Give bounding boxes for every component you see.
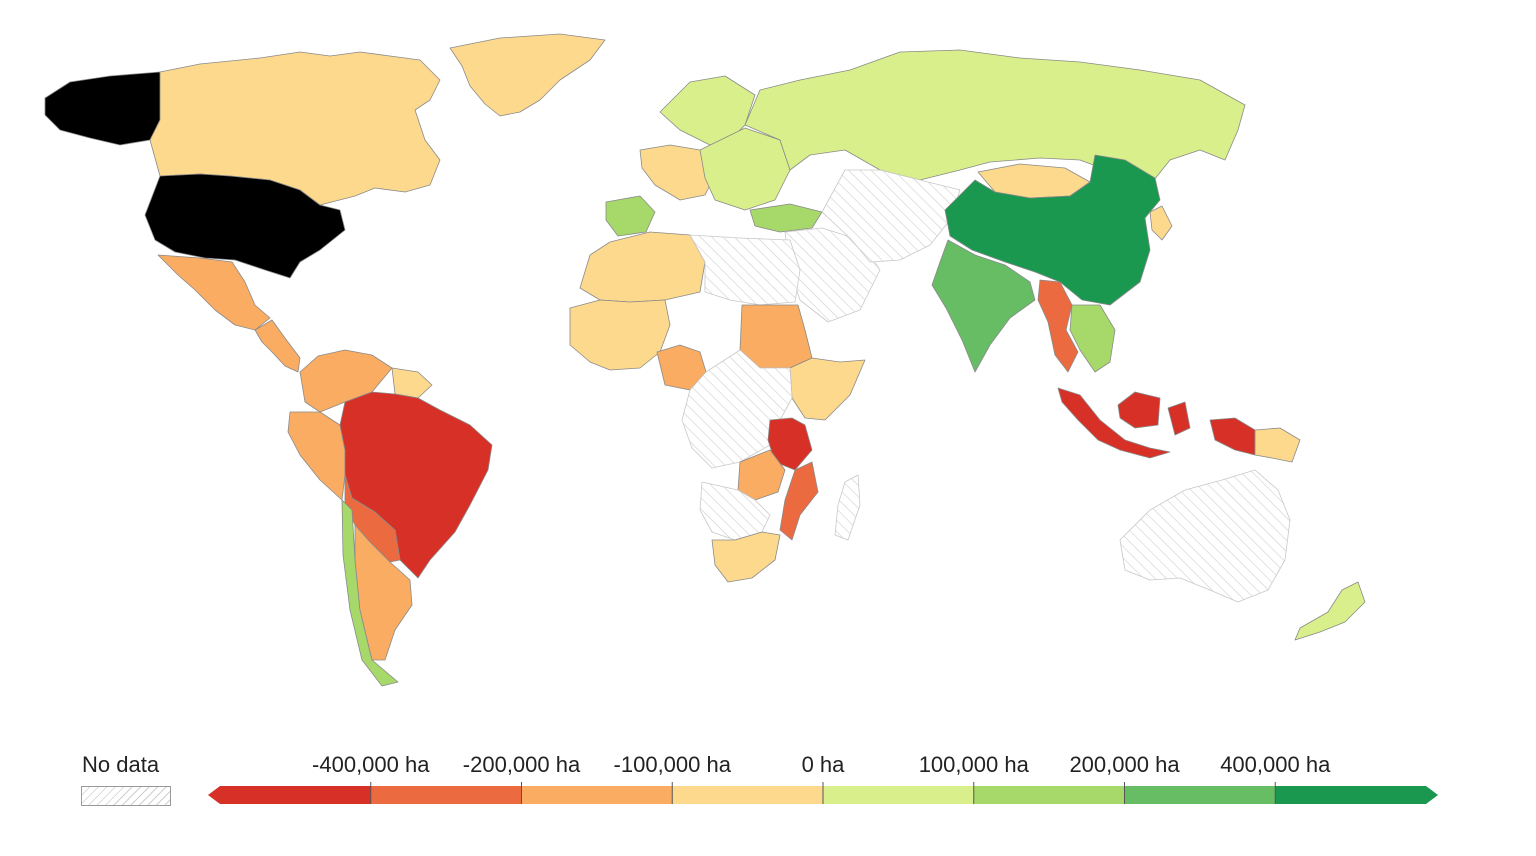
country-tanzania	[767, 417, 813, 471]
no-data-swatch	[81, 786, 171, 806]
country-india	[931, 239, 1036, 373]
country-turkey	[749, 203, 823, 233]
country-southern-africa	[711, 531, 781, 583]
region-madagascar	[834, 474, 861, 541]
country-spain	[605, 195, 656, 237]
country-indochina	[1069, 304, 1116, 373]
legend-color-bin	[672, 786, 823, 804]
country-colombia-venezuela	[299, 349, 393, 413]
legend-color-bin	[370, 786, 522, 804]
country-myanmar	[1037, 279, 1079, 373]
country-indonesia	[1057, 387, 1256, 459]
region-australia	[1119, 469, 1291, 603]
country-eastern-europe	[699, 127, 791, 211]
legend-tick-label: -400,000 ha	[312, 752, 430, 777]
no-data-label: No data	[82, 752, 160, 777]
country-guianas	[391, 367, 433, 399]
country-greenland	[449, 33, 606, 117]
legend-color-bin	[521, 786, 673, 804]
country-usa	[144, 173, 346, 279]
country-russia	[744, 49, 1246, 186]
legend-tick-label: 0 ha	[801, 752, 845, 777]
legend-color-bin	[208, 786, 371, 804]
country-sudan	[739, 304, 813, 369]
country-mozambique	[779, 461, 819, 541]
country-peru	[287, 411, 346, 501]
legend-tick-label: -100,000 ha	[613, 752, 731, 777]
country-horn-of-africa	[789, 357, 866, 421]
country-north-africa	[579, 231, 706, 303]
legend-tick-label: 200,000 ha	[1069, 752, 1180, 777]
country-korea-japan	[1149, 205, 1173, 241]
legend-tick-label: 400,000 ha	[1220, 752, 1331, 777]
country-west-africa	[569, 299, 671, 371]
legend-color-bin	[823, 786, 974, 804]
region-libya-egypt	[689, 234, 801, 306]
world-choropleth-map	[44, 33, 1366, 687]
country-china	[944, 154, 1161, 306]
country-western-europe	[639, 144, 716, 201]
legend-color-bin	[1124, 786, 1276, 804]
country-papua-new-guinea	[1254, 427, 1301, 463]
country-chile	[341, 499, 399, 687]
country-central-america	[254, 319, 301, 373]
legend-color-bin	[1275, 786, 1438, 804]
country-new-zealand	[1294, 581, 1366, 641]
color-scale-bar	[208, 782, 1438, 804]
country-argentina	[354, 524, 413, 661]
country-mexico	[157, 254, 271, 331]
legend-color-bin	[973, 786, 1125, 804]
legend-tick-label: 100,000 ha	[918, 752, 1029, 777]
legend-tick-label: -200,000 ha	[462, 752, 581, 777]
color-legend: No data -400,000 ha -200,000 ha -100,000 h…	[0, 740, 1536, 830]
